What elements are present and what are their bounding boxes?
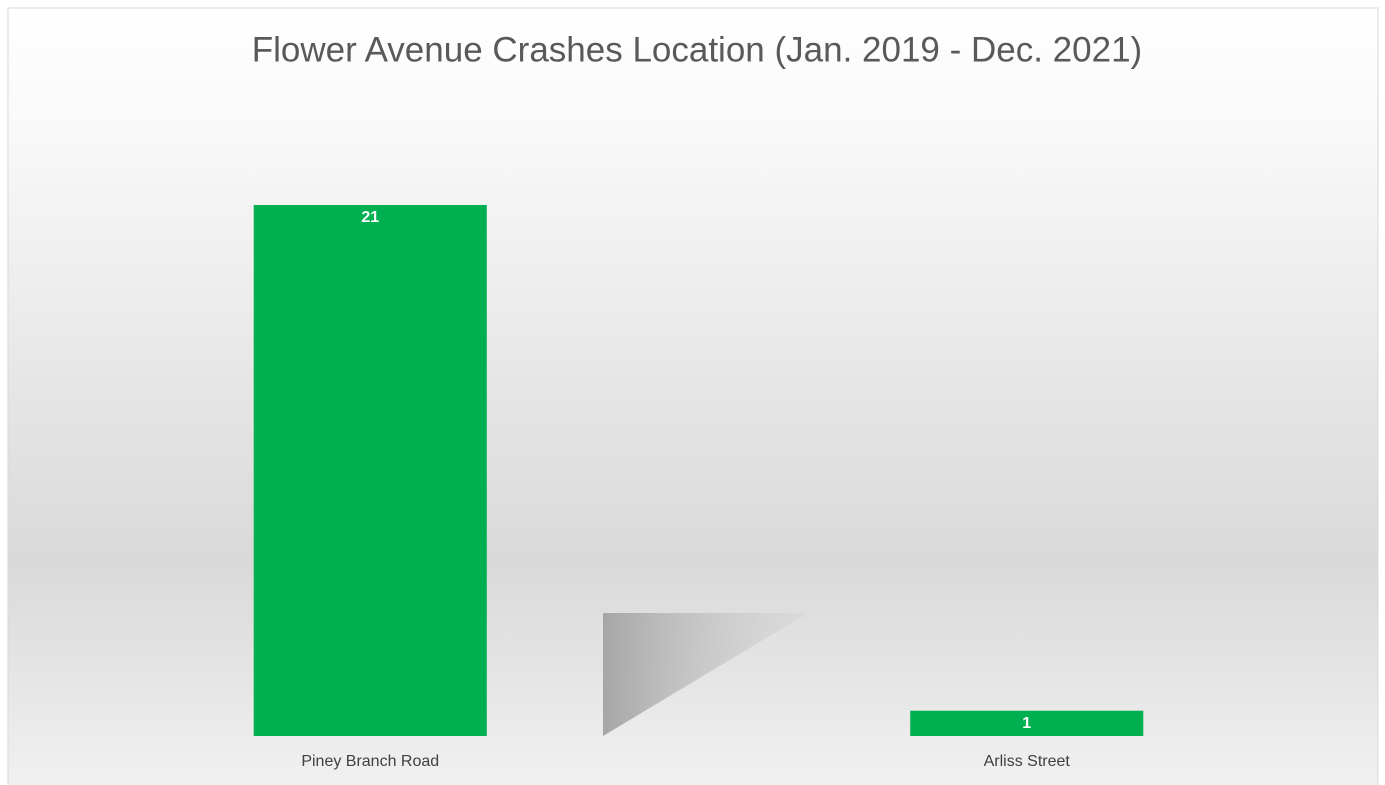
bar: [253, 205, 487, 736]
data-label: 1: [1022, 715, 1031, 732]
x-tick-label: Arliss Street: [984, 753, 1071, 770]
bar: [910, 710, 1144, 736]
data-label: 21: [361, 209, 379, 226]
bar-shadow: [603, 613, 808, 736]
chart-title: Flower Avenue Crashes Location (Jan. 201…: [252, 30, 1142, 69]
x-tick-label: Piney Branch Road: [301, 753, 439, 770]
